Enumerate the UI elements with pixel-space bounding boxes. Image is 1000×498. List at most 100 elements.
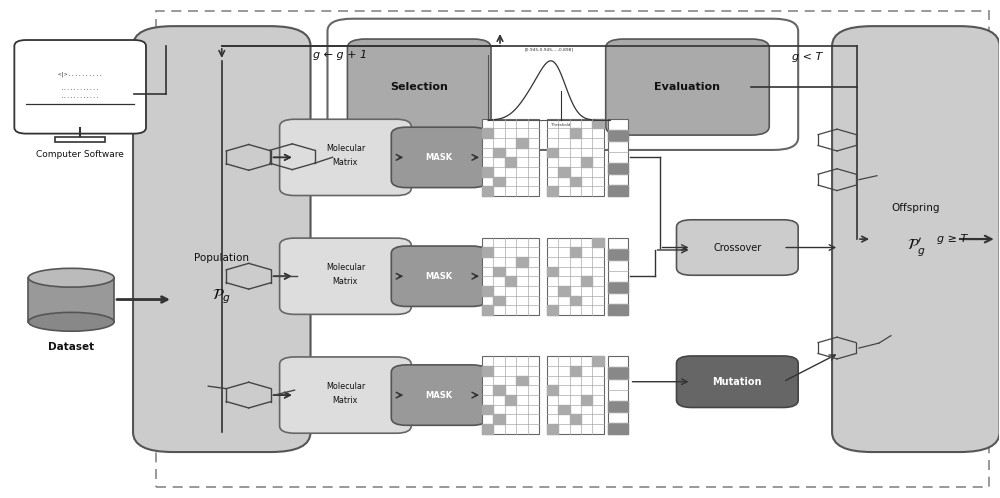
FancyBboxPatch shape xyxy=(14,40,146,133)
Bar xyxy=(482,424,493,434)
Bar xyxy=(547,148,558,157)
Bar xyxy=(493,177,505,186)
Bar xyxy=(55,137,105,142)
FancyBboxPatch shape xyxy=(391,127,487,188)
Bar xyxy=(493,385,505,395)
Bar xyxy=(547,357,604,434)
Text: ............: ............ xyxy=(61,86,100,91)
Text: Offspring: Offspring xyxy=(892,203,940,213)
Text: g < T: g < T xyxy=(792,52,822,62)
Text: $\mathcal{P}_g$: $\mathcal{P}_g$ xyxy=(212,288,231,306)
Text: g ← g + 1: g ← g + 1 xyxy=(313,50,368,60)
Bar xyxy=(482,128,493,138)
Bar xyxy=(482,405,493,414)
Bar xyxy=(570,414,581,424)
Text: g ≥ T: g ≥ T xyxy=(937,234,967,244)
Text: $\mathcal{P}_g'$: $\mathcal{P}_g'$ xyxy=(907,236,925,258)
Bar xyxy=(608,249,628,259)
Text: Population: Population xyxy=(194,253,249,263)
Bar xyxy=(505,395,516,405)
Text: Mutation: Mutation xyxy=(713,376,762,387)
FancyBboxPatch shape xyxy=(391,365,487,425)
Bar xyxy=(558,167,570,177)
Bar xyxy=(547,119,604,196)
Bar xyxy=(608,130,628,141)
Bar xyxy=(482,186,493,196)
Bar xyxy=(482,366,493,376)
Bar xyxy=(547,238,604,315)
Bar xyxy=(482,286,493,295)
Text: MASK: MASK xyxy=(426,390,453,399)
Bar xyxy=(592,119,604,128)
Text: Dataset: Dataset xyxy=(48,342,94,352)
FancyBboxPatch shape xyxy=(280,119,411,196)
Bar xyxy=(570,128,581,138)
Bar xyxy=(482,119,539,196)
Bar xyxy=(505,276,516,286)
Bar xyxy=(608,357,628,434)
Bar xyxy=(570,366,581,376)
Text: MASK: MASK xyxy=(426,153,453,162)
FancyBboxPatch shape xyxy=(327,19,798,150)
Bar xyxy=(608,423,628,434)
FancyBboxPatch shape xyxy=(832,26,1000,452)
Bar xyxy=(592,238,604,248)
Text: MASK: MASK xyxy=(426,272,453,281)
Bar xyxy=(482,357,539,434)
Bar xyxy=(493,266,505,276)
Bar xyxy=(608,185,628,196)
Ellipse shape xyxy=(28,312,114,331)
FancyBboxPatch shape xyxy=(606,39,769,135)
Bar xyxy=(482,238,539,315)
Text: Matrix: Matrix xyxy=(333,395,358,404)
Bar xyxy=(608,163,628,174)
Bar xyxy=(547,385,558,395)
FancyBboxPatch shape xyxy=(133,26,311,452)
Bar xyxy=(608,238,628,315)
Bar xyxy=(608,282,628,293)
Text: Threshold: Threshold xyxy=(551,123,571,127)
Text: Selection: Selection xyxy=(390,82,448,92)
Bar xyxy=(482,305,493,315)
Bar xyxy=(608,368,628,378)
Bar xyxy=(493,148,505,157)
Bar xyxy=(558,286,570,295)
Bar xyxy=(570,177,581,186)
FancyBboxPatch shape xyxy=(280,238,411,314)
Text: Evaluation: Evaluation xyxy=(654,82,720,92)
Text: Molecular: Molecular xyxy=(326,381,365,390)
Bar xyxy=(558,405,570,414)
Bar xyxy=(493,414,505,424)
Bar xyxy=(547,424,558,434)
Bar xyxy=(482,248,493,257)
Text: ............: ............ xyxy=(61,94,100,99)
Bar xyxy=(516,257,528,266)
Bar xyxy=(581,157,592,167)
FancyBboxPatch shape xyxy=(391,246,487,306)
FancyBboxPatch shape xyxy=(280,357,411,433)
Bar xyxy=(493,295,505,305)
Bar xyxy=(608,304,628,315)
Bar xyxy=(547,305,558,315)
Text: Computer Software: Computer Software xyxy=(36,150,124,159)
FancyBboxPatch shape xyxy=(677,356,798,407)
Bar xyxy=(547,186,558,196)
Bar xyxy=(516,138,528,148)
Text: Molecular: Molecular xyxy=(326,144,365,153)
Bar xyxy=(570,295,581,305)
Bar xyxy=(592,357,604,366)
Bar xyxy=(581,276,592,286)
Bar xyxy=(482,167,493,177)
Text: Molecular: Molecular xyxy=(326,263,365,272)
Ellipse shape xyxy=(28,268,114,287)
Text: Crossover: Crossover xyxy=(713,243,761,252)
Bar xyxy=(608,400,628,412)
Bar xyxy=(516,376,528,385)
Bar xyxy=(28,278,114,322)
Text: [0.945,0.945,...,0.898]: [0.945,0.945,...,0.898] xyxy=(524,47,573,51)
Text: Matrix: Matrix xyxy=(333,158,358,167)
Bar xyxy=(547,266,558,276)
Bar xyxy=(608,119,628,196)
FancyBboxPatch shape xyxy=(677,220,798,275)
Text: Matrix: Matrix xyxy=(333,277,358,286)
